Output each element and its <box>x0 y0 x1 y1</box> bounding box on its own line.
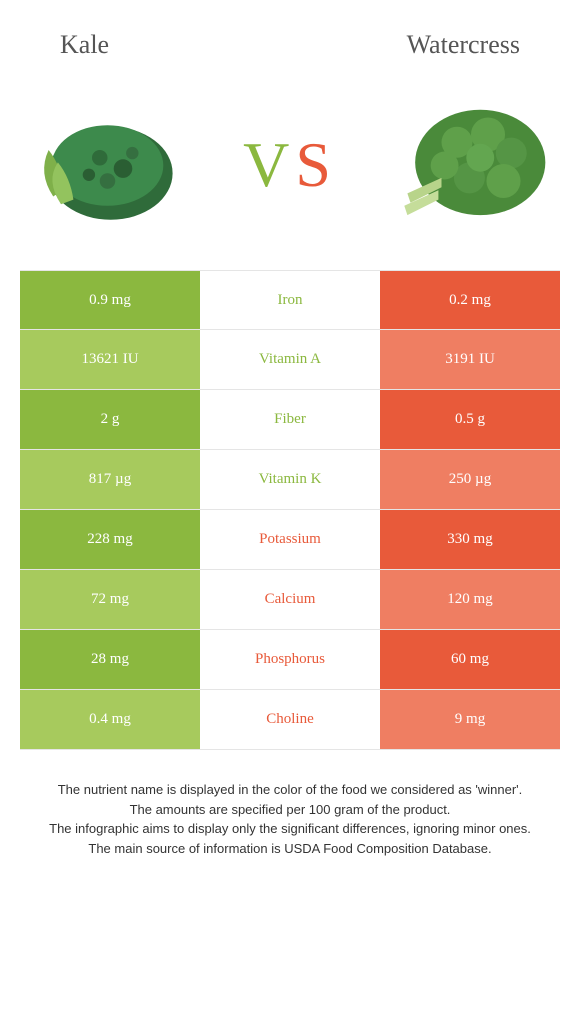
table-row: 28 mgPhosphorus60 mg <box>20 630 560 690</box>
vs-s: S <box>295 129 337 200</box>
value-right: 3191 IU <box>380 330 560 389</box>
nutrient-name: Potassium <box>200 510 380 569</box>
nutrient-table: 0.9 mgIron0.2 mg13621 IUVitamin A3191 IU… <box>0 270 580 750</box>
vs-label: VS <box>243 128 337 202</box>
value-left: 0.4 mg <box>20 690 200 749</box>
value-right: 120 mg <box>380 570 560 629</box>
nutrient-name: Iron <box>200 271 380 329</box>
value-left: 228 mg <box>20 510 200 569</box>
nutrient-name: Phosphorus <box>200 630 380 689</box>
footer-line-2: The amounts are specified per 100 gram o… <box>25 800 555 820</box>
footer-line-4: The main source of information is USDA F… <box>25 839 555 859</box>
nutrient-name: Calcium <box>200 570 380 629</box>
value-left: 0.9 mg <box>20 271 200 329</box>
value-left: 817 µg <box>20 450 200 509</box>
title-right: Watercress <box>407 30 520 60</box>
value-right: 330 mg <box>380 510 560 569</box>
table-row: 13621 IUVitamin A3191 IU <box>20 330 560 390</box>
value-right: 9 mg <box>380 690 560 749</box>
value-right: 60 mg <box>380 630 560 689</box>
table-row: 228 mgPotassium330 mg <box>20 510 560 570</box>
nutrient-name: Vitamin K <box>200 450 380 509</box>
value-left: 28 mg <box>20 630 200 689</box>
table-row: 0.9 mgIron0.2 mg <box>20 270 560 330</box>
footer-line-3: The infographic aims to display only the… <box>25 819 555 839</box>
watercress-image <box>395 88 550 243</box>
hero-row: VS <box>0 70 580 270</box>
table-row: 0.4 mgCholine9 mg <box>20 690 560 750</box>
table-row: 817 µgVitamin K250 µg <box>20 450 560 510</box>
value-left: 72 mg <box>20 570 200 629</box>
vs-v: V <box>243 129 295 200</box>
footer-line-1: The nutrient name is displayed in the co… <box>25 780 555 800</box>
kale-image <box>30 88 185 243</box>
header: Kale Watercress <box>0 0 580 70</box>
footer-notes: The nutrient name is displayed in the co… <box>0 750 580 858</box>
value-left: 13621 IU <box>20 330 200 389</box>
nutrient-name: Fiber <box>200 390 380 449</box>
value-left: 2 g <box>20 390 200 449</box>
nutrient-name: Vitamin A <box>200 330 380 389</box>
value-right: 0.2 mg <box>380 271 560 329</box>
nutrient-name: Choline <box>200 690 380 749</box>
table-row: 72 mgCalcium120 mg <box>20 570 560 630</box>
value-right: 250 µg <box>380 450 560 509</box>
value-right: 0.5 g <box>380 390 560 449</box>
table-row: 2 gFiber0.5 g <box>20 390 560 450</box>
title-left: Kale <box>60 30 109 60</box>
